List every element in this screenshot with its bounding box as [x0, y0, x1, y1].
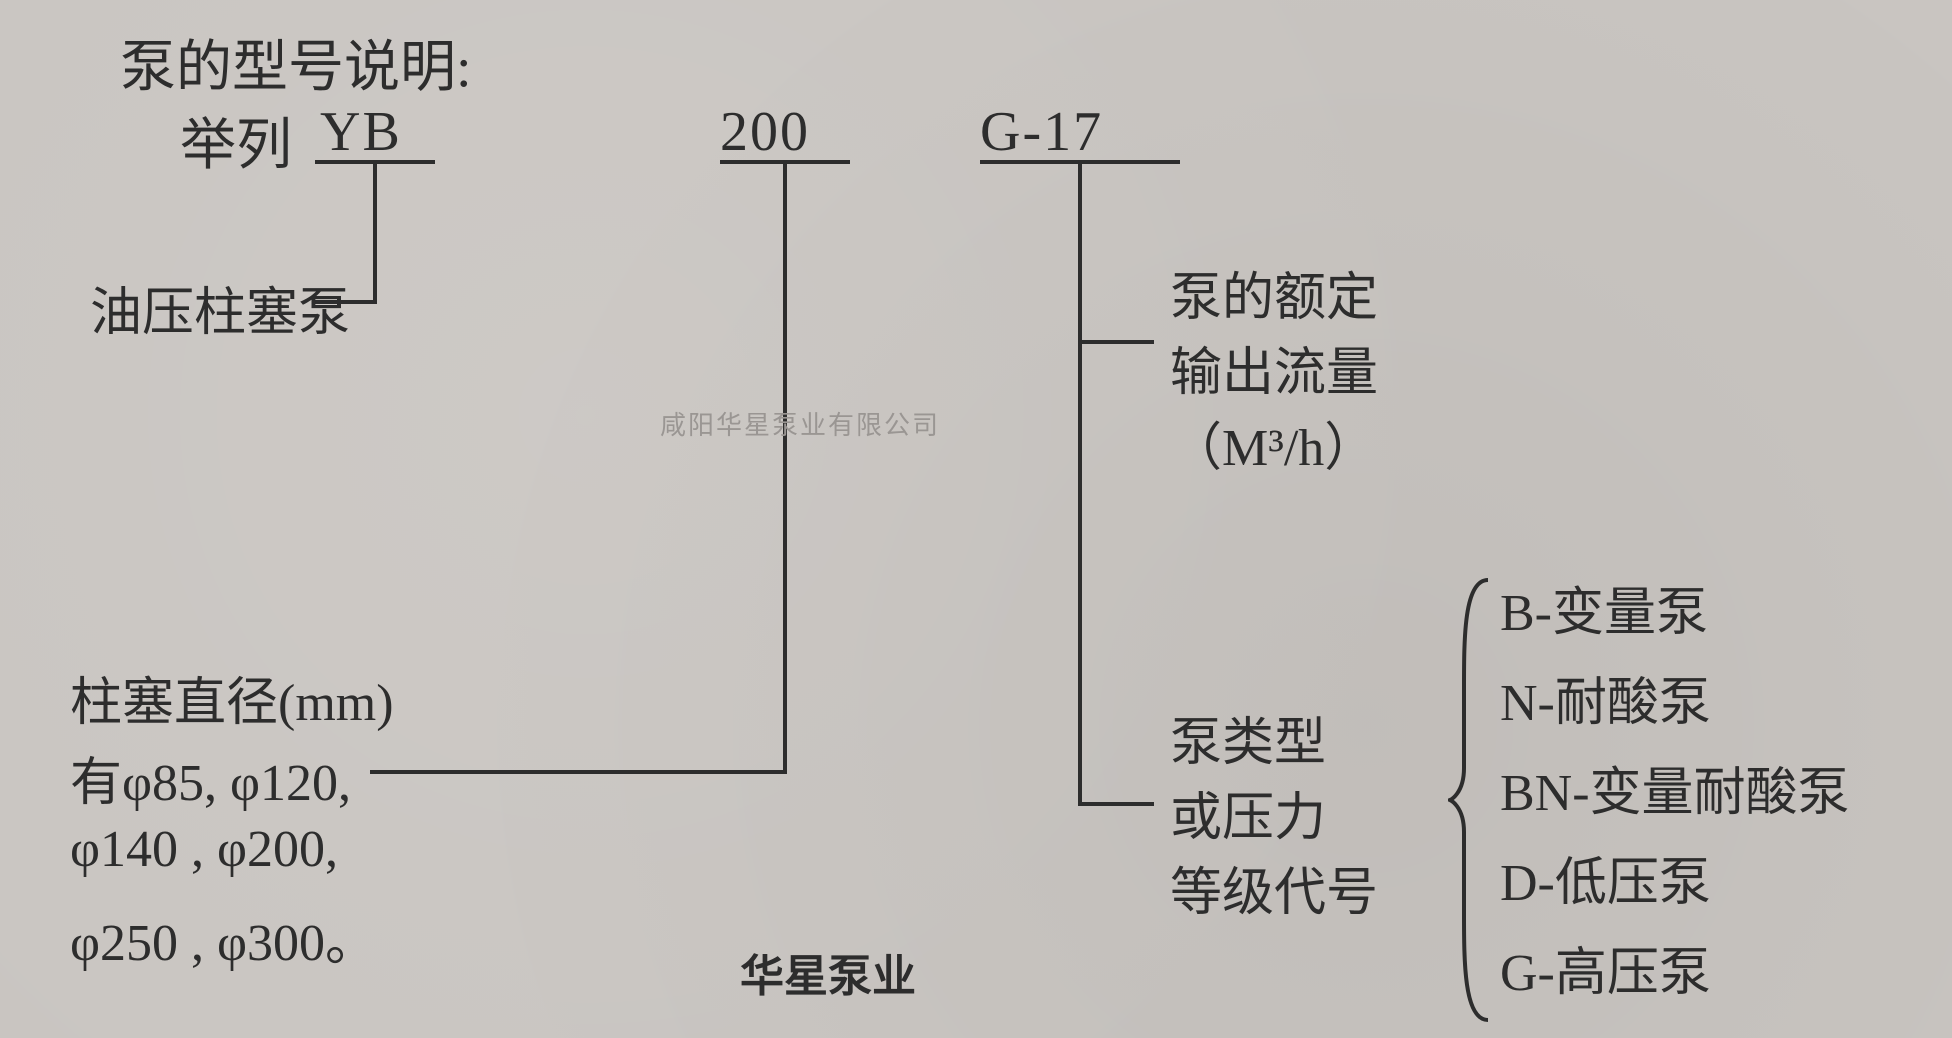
code-part-200: 200	[720, 100, 810, 164]
curly-bracket	[1448, 578, 1492, 1022]
flow-line2: 输出流量	[1170, 330, 1378, 405]
flow-line1: 泵的额定	[1170, 255, 1378, 330]
diameter-line2: φ140 , φ200,	[70, 820, 338, 879]
type-label-line3: 等级代号	[1170, 850, 1378, 925]
connector-200-horizontal	[370, 770, 787, 774]
code-part-g17: G-17	[980, 100, 1103, 164]
flow-line3: （M³/h）	[1170, 405, 1376, 480]
connector-g17-to-flow	[1078, 340, 1154, 344]
diameter-heading: 柱塞直径(mm)	[70, 660, 394, 735]
type-option-n: N-耐酸泵	[1500, 660, 1711, 735]
example-label: 举列	[180, 100, 292, 181]
diameter-line1: 有φ85, φ120,	[70, 740, 351, 815]
yb-description: 油压柱塞泵	[90, 270, 350, 345]
connector-g17-to-type	[1078, 802, 1154, 806]
type-option-b: B-变量泵	[1500, 570, 1708, 645]
diameter-line3: φ250 , φ300。	[70, 900, 377, 975]
connector-g17-vertical	[1078, 164, 1082, 802]
type-option-g: G-高压泵	[1500, 930, 1711, 1005]
type-option-bn: BN-变量耐酸泵	[1500, 750, 1850, 825]
diagram-title: 泵的型号说明:	[120, 22, 472, 103]
footer-brand: 华星泵业	[740, 940, 916, 1004]
code-part-yb: YB	[320, 100, 402, 164]
connector-200-vertical	[783, 164, 787, 770]
type-option-d: D-低压泵	[1500, 840, 1711, 915]
connector-yb-vertical	[373, 164, 377, 300]
type-label-line2: 或压力	[1170, 775, 1326, 850]
type-label-line1: 泵类型	[1170, 700, 1326, 775]
watermark-text: 咸阳华星泵业有限公司	[660, 405, 940, 442]
